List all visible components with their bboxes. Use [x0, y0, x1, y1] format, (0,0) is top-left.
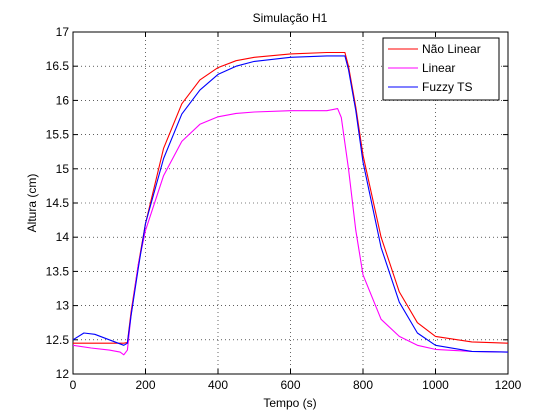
y-tick-label: 12.5: [46, 333, 70, 347]
grid-lines: [73, 32, 508, 374]
y-tick-label: 14.5: [46, 196, 70, 210]
y-tick-labels: 12 12.5 13 13.5 14 14.5 15 15.5 16 16.5 17: [46, 25, 70, 381]
y-tick-label: 13: [56, 299, 70, 313]
series-line-1: [72, 108, 509, 356]
y-tick-label: 17: [56, 25, 70, 39]
x-tick-label: 600: [280, 378, 300, 392]
legend-box: [382, 37, 500, 101]
x-tick-label: 200: [135, 378, 155, 392]
y-tick-label: 15.5: [46, 128, 70, 142]
y-tick-label: 13.5: [46, 264, 70, 278]
y-tick-label: 16.5: [46, 59, 70, 73]
legend-label-1: Linear: [422, 61, 455, 75]
series-lines: [72, 51, 509, 356]
x-tick-label: 1000: [422, 378, 449, 392]
x-tick-label: 400: [208, 378, 228, 392]
chart-title: Simulação H1: [253, 11, 328, 25]
y-axis-title: Altura (cm): [25, 174, 39, 233]
y-tick-label: 14: [56, 230, 70, 244]
legend: Não Linear Linear Fuzzy TS: [382, 37, 500, 101]
legend-label-0: Não Linear: [422, 42, 481, 56]
axis-ticks: [72, 31, 509, 375]
y-tick-label: 12: [56, 367, 70, 381]
x-tick-labels: 0 200 400 600 800 1000 1200: [70, 378, 522, 392]
x-tick-label: 800: [353, 378, 373, 392]
x-axis-title: Tempo (s): [263, 396, 316, 410]
legend-label-2: Fuzzy TS: [422, 80, 472, 94]
y-tick-label: 16: [56, 93, 70, 107]
y-tick-label: 15: [56, 162, 70, 176]
x-tick-label: 1200: [495, 378, 522, 392]
series-line-2: [72, 55, 509, 353]
x-tick-label: 0: [70, 378, 77, 392]
